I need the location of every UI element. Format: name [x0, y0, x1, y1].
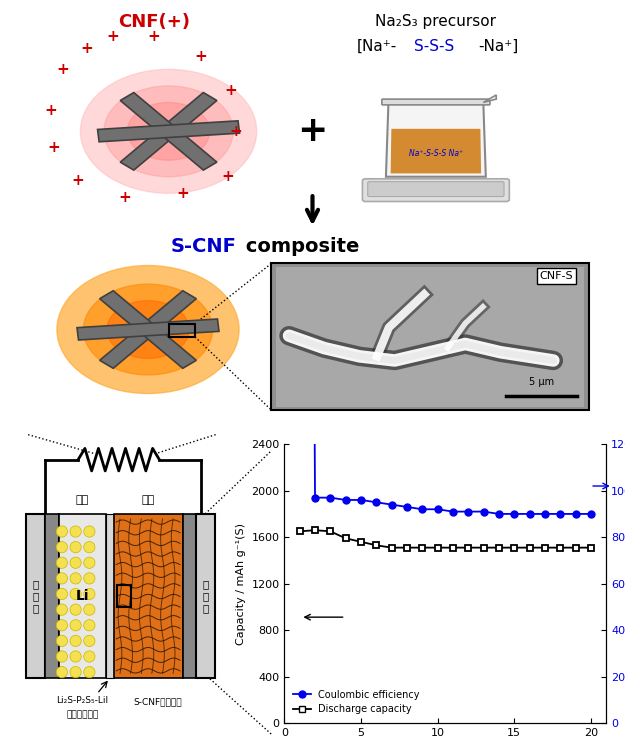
Polygon shape [483, 95, 496, 103]
Circle shape [56, 526, 68, 537]
Bar [182, 514, 196, 679]
Text: 集
电
体: 集 电 体 [32, 580, 39, 613]
Bar [169, 324, 195, 337]
Text: 5 μm: 5 μm [529, 376, 554, 386]
Text: [Na⁺-: [Na⁺- [356, 39, 397, 54]
Circle shape [56, 604, 68, 615]
Text: +: + [71, 173, 84, 188]
Polygon shape [98, 121, 239, 142]
Circle shape [84, 604, 95, 615]
Text: S-CNF复合材料: S-CNF复合材料 [133, 698, 182, 707]
Legend: Coulombic efficiency, Discharge capacity: Coulombic efficiency, Discharge capacity [289, 686, 424, 718]
Circle shape [84, 573, 95, 584]
Circle shape [56, 635, 68, 647]
Bar [106, 514, 114, 679]
Text: +: + [230, 124, 242, 139]
Polygon shape [386, 103, 486, 177]
Circle shape [84, 620, 95, 631]
Text: +: + [224, 83, 237, 97]
Circle shape [56, 589, 68, 600]
Text: +: + [298, 115, 328, 148]
Bar [271, 263, 589, 410]
Circle shape [84, 557, 95, 568]
Circle shape [70, 651, 81, 662]
Text: S-CNF: S-CNF [170, 237, 236, 257]
Polygon shape [120, 92, 217, 170]
FancyBboxPatch shape [362, 179, 509, 202]
Circle shape [56, 557, 68, 568]
Text: 系固体电解质: 系固体电解质 [66, 710, 98, 719]
Circle shape [56, 542, 68, 553]
Circle shape [83, 284, 212, 375]
Text: +: + [194, 50, 208, 65]
Circle shape [70, 542, 81, 553]
Text: Na₂S₃ precursor: Na₂S₃ precursor [376, 14, 496, 30]
Circle shape [70, 620, 81, 631]
Circle shape [84, 667, 95, 678]
Bar [59, 514, 106, 679]
Circle shape [56, 620, 68, 631]
Circle shape [70, 557, 81, 568]
Text: 集
电
体: 集 电 体 [202, 580, 209, 613]
Polygon shape [391, 129, 481, 173]
Circle shape [70, 604, 81, 615]
Polygon shape [100, 291, 196, 368]
Circle shape [70, 589, 81, 600]
Bar [45, 514, 59, 679]
Text: 负极: 负极 [76, 496, 89, 505]
Text: +: + [48, 141, 61, 155]
Text: 正极: 正极 [141, 496, 155, 505]
Text: CNF-S: CNF-S [539, 271, 573, 280]
Circle shape [70, 573, 81, 584]
Circle shape [107, 301, 189, 359]
Text: +: + [221, 169, 234, 185]
Circle shape [70, 635, 81, 647]
Text: +: + [80, 41, 92, 57]
Circle shape [104, 86, 233, 177]
Circle shape [81, 69, 257, 193]
Circle shape [127, 103, 210, 160]
Text: -Na⁺]: -Na⁺] [478, 39, 518, 54]
Bar [276, 267, 584, 407]
FancyBboxPatch shape [368, 182, 504, 196]
Circle shape [84, 542, 95, 553]
FancyBboxPatch shape [382, 99, 490, 105]
Text: +: + [106, 29, 119, 44]
Text: +: + [56, 62, 69, 77]
Circle shape [57, 266, 239, 394]
Circle shape [84, 526, 95, 537]
Text: +: + [45, 103, 58, 118]
Text: Li: Li [76, 589, 89, 603]
Polygon shape [77, 319, 219, 340]
Text: composite: composite [239, 237, 359, 257]
Text: S-S-S: S-S-S [414, 39, 454, 54]
Circle shape [56, 651, 68, 662]
Text: Li₂S-P₂S₅-LiI: Li₂S-P₂S₅-LiI [56, 696, 108, 705]
Circle shape [84, 589, 95, 600]
Circle shape [56, 667, 68, 678]
Bar [26, 514, 45, 679]
Circle shape [84, 635, 95, 647]
Circle shape [70, 526, 81, 537]
Polygon shape [120, 92, 217, 170]
Text: +: + [148, 29, 160, 44]
Text: +: + [177, 186, 189, 201]
Y-axis label: Capacity / mAh g⁻¹(S): Capacity / mAh g⁻¹(S) [236, 523, 246, 644]
Text: +: + [118, 190, 131, 205]
Bar [117, 585, 131, 607]
Circle shape [70, 667, 81, 678]
Polygon shape [100, 291, 196, 368]
Bar [114, 514, 182, 679]
Text: CNF(+): CNF(+) [118, 13, 190, 31]
Circle shape [56, 573, 68, 584]
Text: Na⁺-S-S-S Na⁺: Na⁺-S-S-S Na⁺ [409, 149, 463, 158]
Bar [196, 514, 215, 679]
Circle shape [84, 651, 95, 662]
